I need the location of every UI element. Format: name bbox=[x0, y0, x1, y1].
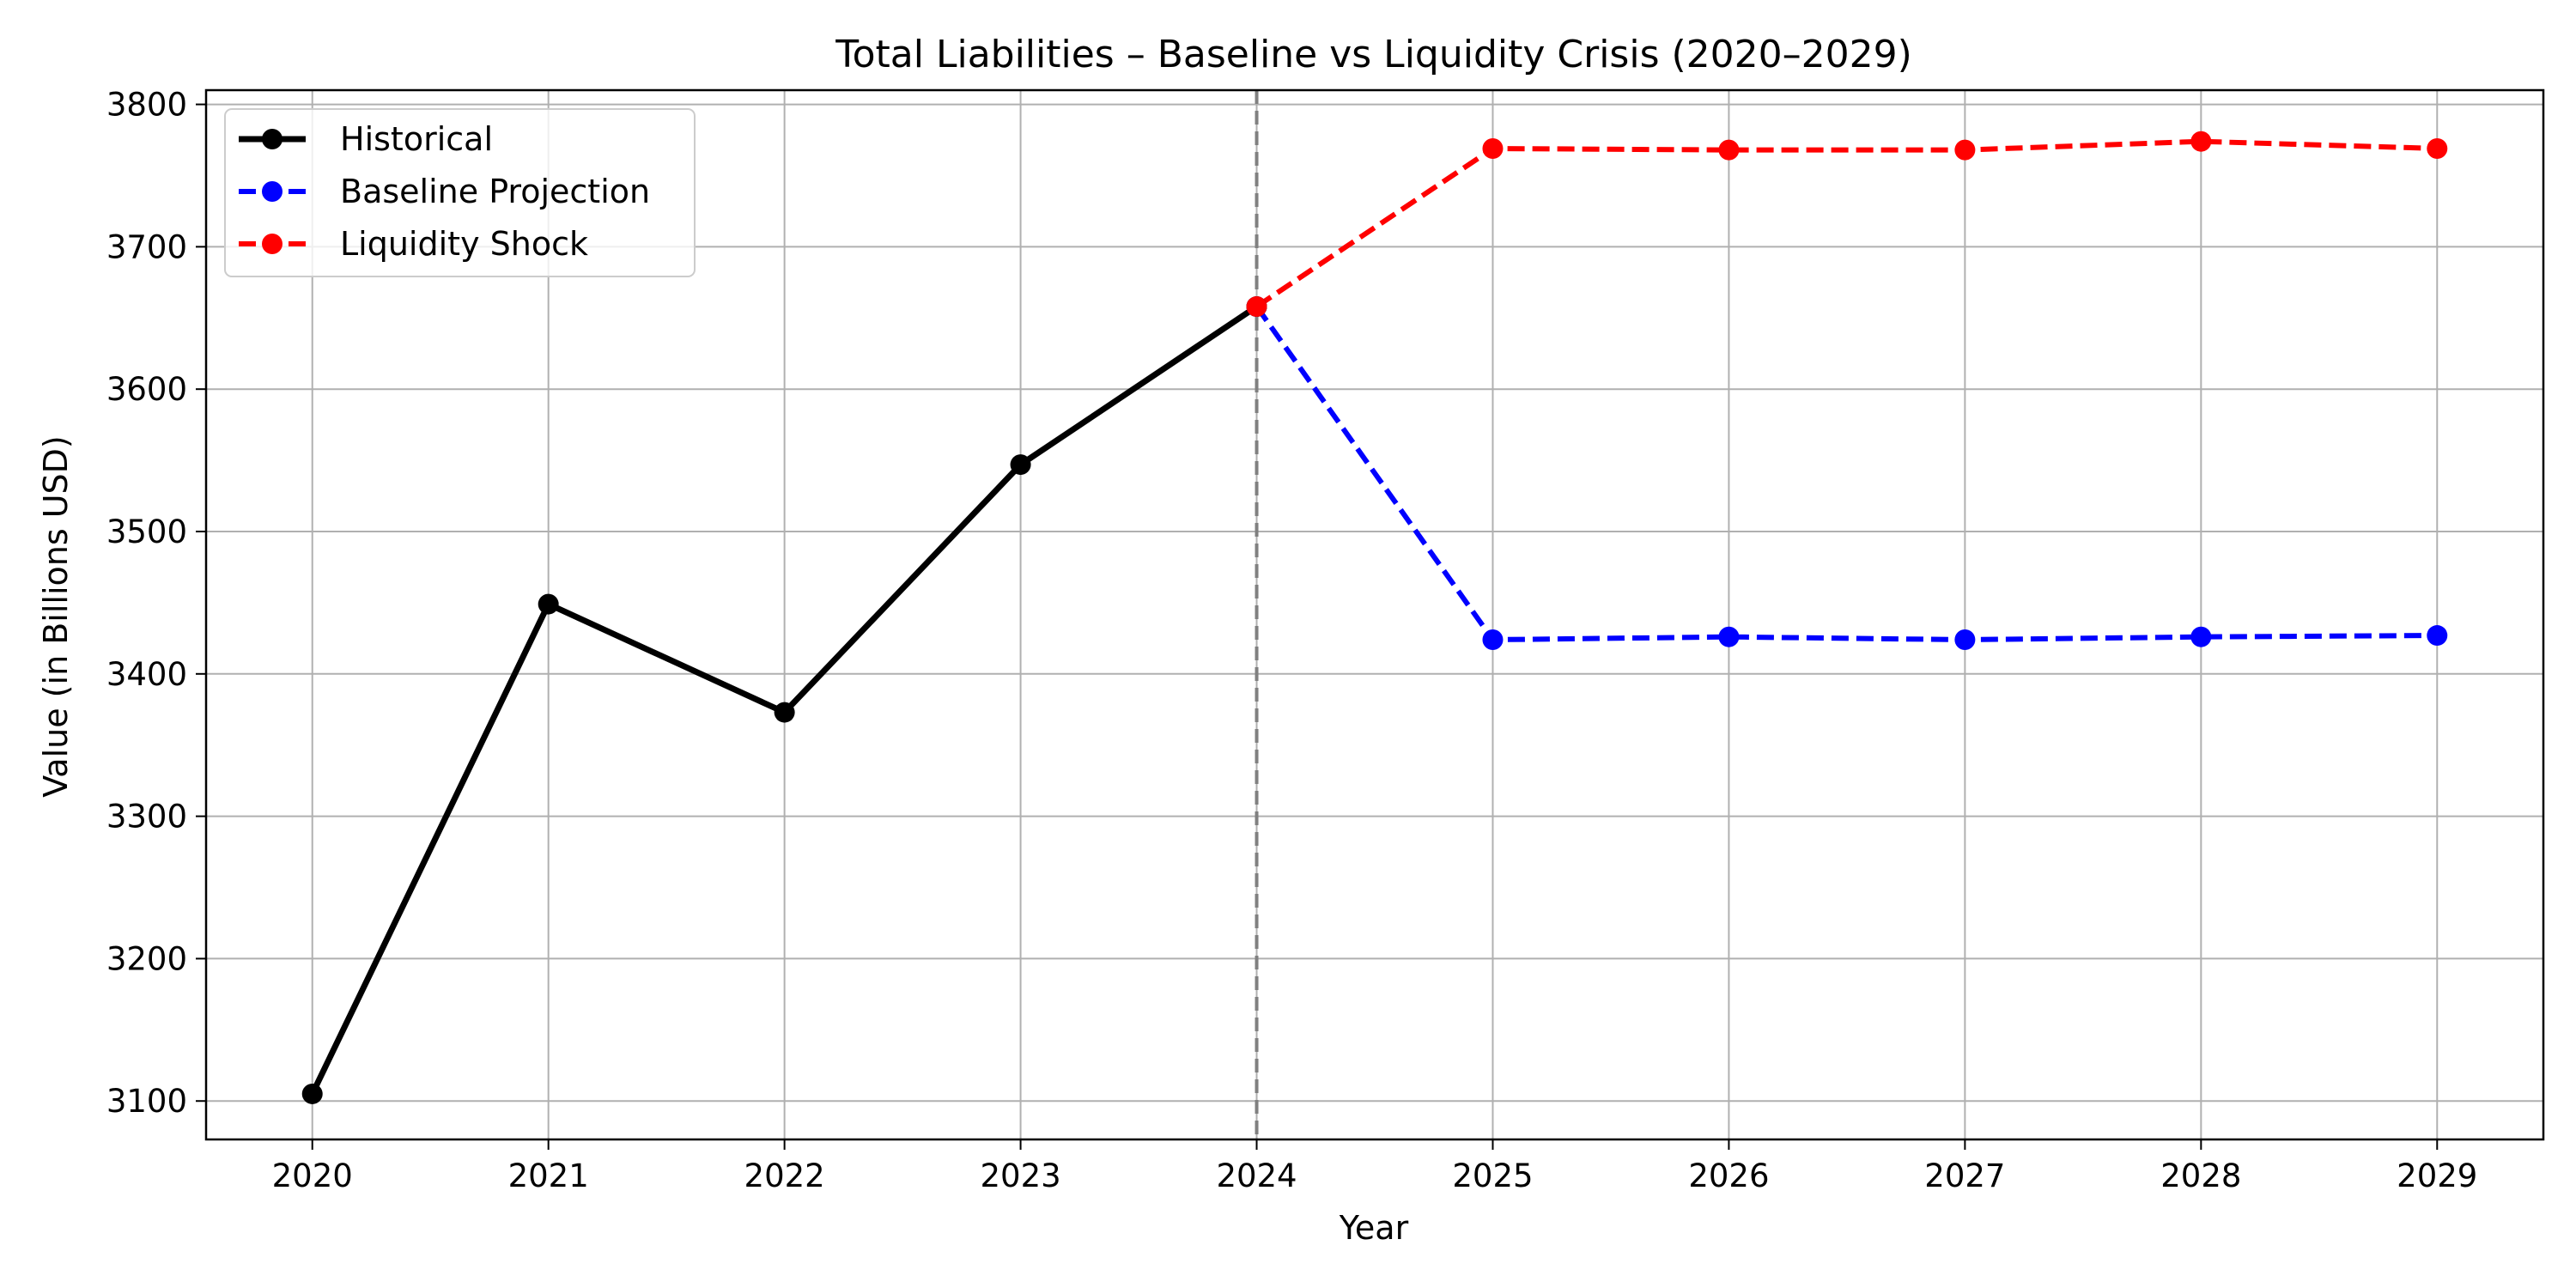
series-layer bbox=[301, 131, 2448, 1104]
x-tick-label: 2020 bbox=[272, 1157, 353, 1194]
x-tick-label: 2027 bbox=[1924, 1157, 2005, 1194]
grid-layer bbox=[206, 90, 2543, 1139]
data-point-liquidity-shock bbox=[1246, 296, 1267, 318]
legend-marker bbox=[262, 181, 283, 202]
y-tick-label: 3700 bbox=[106, 228, 187, 265]
legend-box bbox=[224, 108, 696, 277]
tick-layer: 2020 2021 2022 2023 2024 2025 2026 2027 2028 2029… bbox=[106, 87, 2478, 1194]
data-point-historical bbox=[538, 593, 559, 615]
x-tick-label: 2025 bbox=[1452, 1157, 1533, 1194]
x-tick-label: 2028 bbox=[2160, 1157, 2241, 1194]
data-point-baseline-projection bbox=[1718, 626, 1740, 647]
x-tick-label: 2022 bbox=[744, 1157, 825, 1194]
y-tick-label: 3300 bbox=[106, 799, 187, 835]
y-tick-label: 3600 bbox=[106, 371, 187, 408]
legend-marker bbox=[262, 129, 283, 149]
series-line-liquidity-shock bbox=[1255, 138, 2438, 309]
data-point-historical bbox=[774, 702, 795, 723]
data-point-liquidity-shock bbox=[1482, 137, 1504, 159]
x-tick-label: 2026 bbox=[1688, 1157, 1769, 1194]
legend-marker bbox=[262, 234, 283, 254]
data-point-baseline-projection bbox=[1482, 629, 1504, 651]
x-tick-label: 2024 bbox=[1216, 1157, 1297, 1194]
legend-label: Liquidity Shock bbox=[340, 225, 588, 263]
data-point-historical bbox=[1010, 454, 1031, 476]
y-axis-label: Value (in Billions USD) bbox=[37, 435, 75, 798]
x-tick-label: 2021 bbox=[508, 1157, 589, 1194]
series-line-baseline-projection bbox=[1255, 305, 2438, 643]
data-point-liquidity-shock bbox=[1954, 139, 1976, 161]
plot-frame bbox=[204, 88, 2545, 1141]
y-tick-label: 3500 bbox=[106, 513, 187, 550]
y-tick-label: 3800 bbox=[106, 87, 187, 124]
legend-label: Baseline Projection bbox=[340, 173, 650, 210]
x-axis-label: Year bbox=[1339, 1209, 1409, 1247]
y-tick-label: 3400 bbox=[106, 656, 187, 693]
x-tick-label: 2023 bbox=[980, 1157, 1060, 1194]
data-point-liquidity-shock bbox=[2190, 131, 2212, 152]
data-point-baseline-projection bbox=[1954, 629, 1976, 651]
data-point-liquidity-shock bbox=[2427, 137, 2448, 159]
data-point-baseline-projection bbox=[2190, 626, 2212, 647]
legend: Historical Baseline Projection Liquidity S… bbox=[224, 108, 696, 277]
legend-label: Historical bbox=[340, 120, 493, 158]
chart-title: Total Liabilities – Baseline vs Liquidit… bbox=[835, 33, 1912, 76]
x-tick-label: 2029 bbox=[2397, 1157, 2477, 1194]
y-tick-label: 3100 bbox=[106, 1083, 187, 1120]
y-tick-label: 3200 bbox=[106, 940, 187, 977]
data-point-historical bbox=[301, 1083, 323, 1104]
data-point-baseline-projection bbox=[2427, 625, 2448, 647]
data-point-liquidity-shock bbox=[1718, 139, 1740, 161]
